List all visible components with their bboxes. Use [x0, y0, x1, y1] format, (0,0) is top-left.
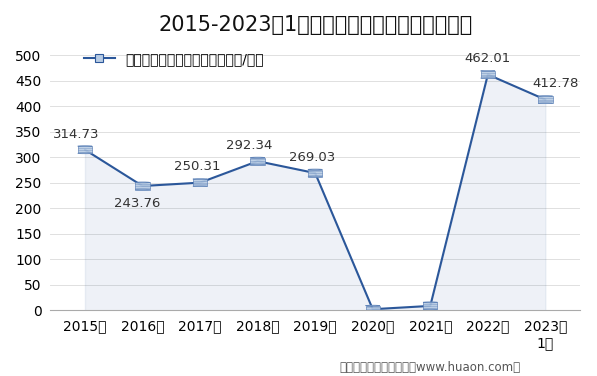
Ellipse shape [136, 182, 150, 183]
Text: 292.34: 292.34 [226, 139, 272, 152]
Ellipse shape [423, 309, 438, 310]
Ellipse shape [308, 169, 322, 170]
Ellipse shape [78, 146, 92, 147]
FancyBboxPatch shape [136, 182, 150, 190]
Ellipse shape [308, 176, 322, 177]
FancyBboxPatch shape [308, 170, 322, 177]
Text: 243.76: 243.76 [113, 197, 160, 210]
Ellipse shape [423, 302, 438, 303]
FancyBboxPatch shape [538, 96, 553, 103]
Ellipse shape [365, 312, 380, 313]
FancyBboxPatch shape [481, 71, 495, 78]
Ellipse shape [481, 77, 495, 79]
FancyBboxPatch shape [250, 158, 265, 165]
Text: 314.73: 314.73 [53, 127, 100, 141]
Ellipse shape [538, 96, 553, 97]
FancyBboxPatch shape [193, 179, 207, 186]
Title: 2015-2023年1月中国矿物肘料及化肘出口均价: 2015-2023年1月中国矿物肘料及化肘出口均价 [158, 15, 472, 35]
FancyBboxPatch shape [423, 302, 438, 309]
Ellipse shape [365, 305, 380, 306]
FancyBboxPatch shape [365, 306, 380, 313]
Ellipse shape [250, 157, 265, 158]
Ellipse shape [538, 103, 553, 104]
Text: 制图：华经产业研究院（www.huaon.com）: 制图：华经产业研究院（www.huaon.com） [339, 361, 521, 374]
Text: 412.78: 412.78 [533, 77, 579, 91]
Text: 250.31: 250.31 [174, 161, 220, 173]
Ellipse shape [136, 189, 150, 190]
Text: 462.01: 462.01 [464, 52, 511, 65]
Ellipse shape [78, 153, 92, 154]
Legend: 矿物肘料及化肘出口均价（美元/吨）: 矿物肘料及化肘出口均价（美元/吨） [79, 47, 270, 72]
Ellipse shape [250, 164, 265, 165]
FancyBboxPatch shape [78, 146, 92, 153]
Ellipse shape [481, 70, 495, 71]
Text: 269.03: 269.03 [289, 151, 336, 164]
